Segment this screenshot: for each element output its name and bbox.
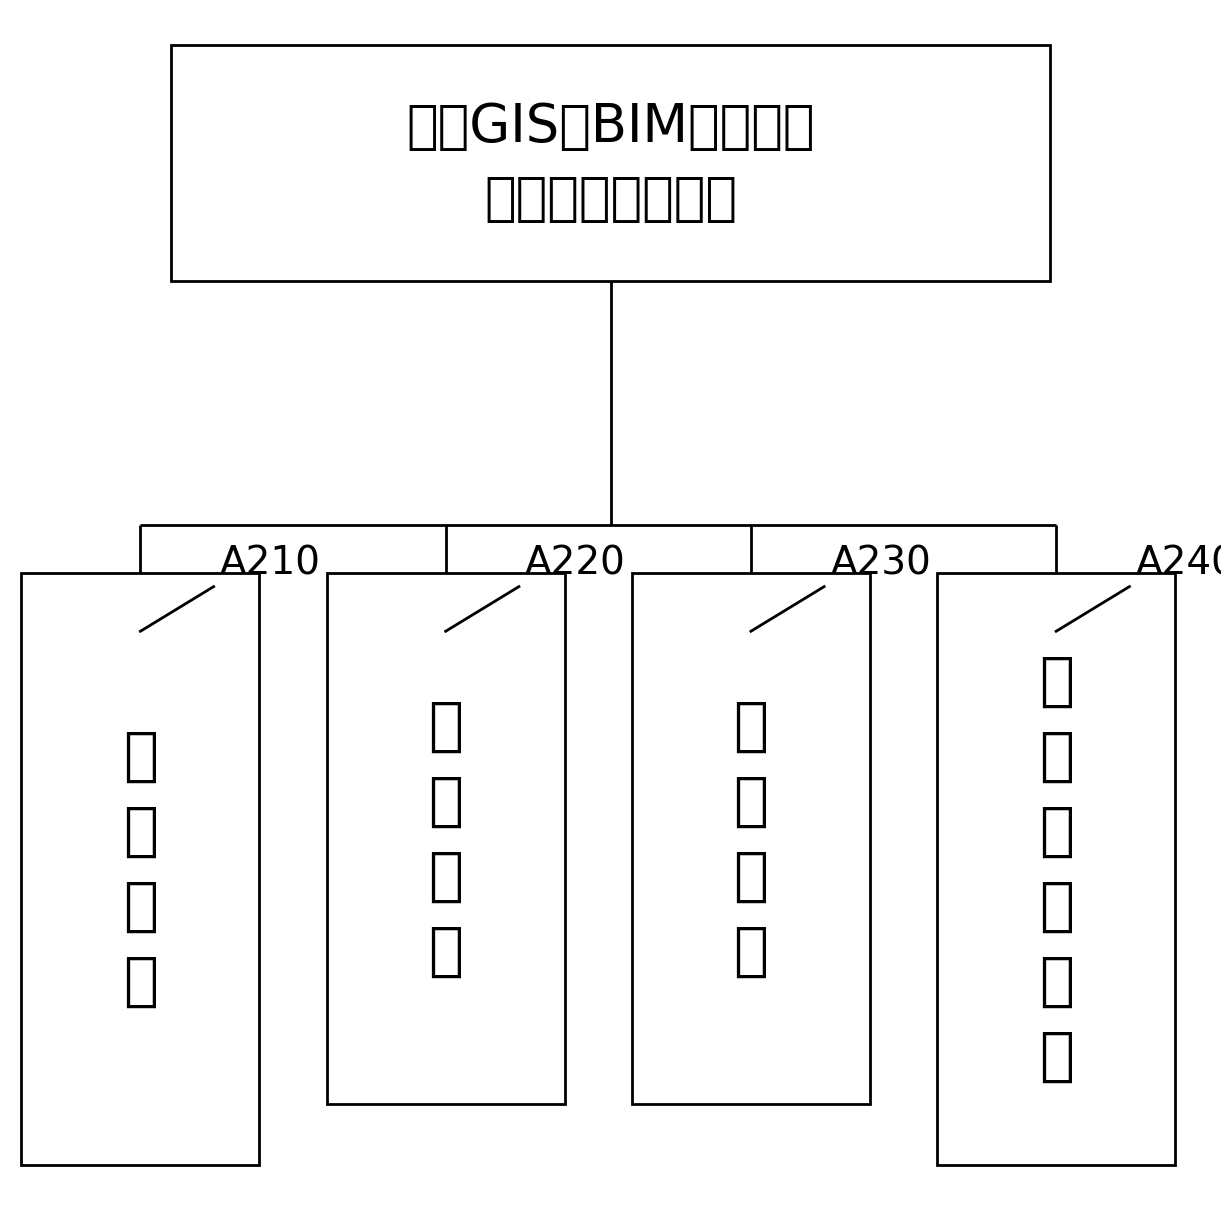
Text: A230: A230 <box>830 546 932 583</box>
Bar <box>326 573 564 1104</box>
Bar <box>171 46 1050 281</box>
Text: A240: A240 <box>1136 546 1221 583</box>
Text: 导
入
合
并
模
块: 导 入 合 并 模 块 <box>1039 653 1073 1085</box>
Bar <box>22 573 259 1165</box>
Text: 处
理
模
块: 处 理 模 块 <box>429 698 463 980</box>
Text: 构
建
模
块: 构 建 模 块 <box>734 698 768 980</box>
Text: A210: A210 <box>220 546 321 583</box>
Text: 获
取
模
块: 获 取 模 块 <box>123 728 158 1010</box>
Text: 基于GIS与BIM的装配式
绿色建筑建模系统: 基于GIS与BIM的装配式 绿色建筑建模系统 <box>407 100 814 226</box>
Bar <box>938 573 1175 1165</box>
Bar <box>632 573 869 1104</box>
Text: A220: A220 <box>525 546 626 583</box>
